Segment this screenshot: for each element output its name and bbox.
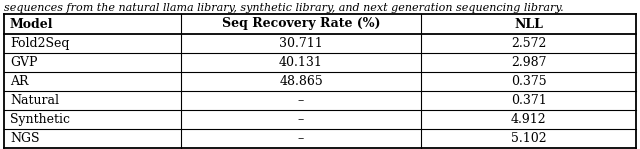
Text: Fold2Seq: Fold2Seq [10,37,70,50]
Text: –: – [298,94,304,107]
Text: 30.711: 30.711 [279,37,323,50]
Text: 48.865: 48.865 [279,75,323,88]
Text: 2.572: 2.572 [511,37,547,50]
Text: –: – [298,132,304,145]
Text: 4.912: 4.912 [511,113,547,126]
Text: NLL: NLL [514,17,543,31]
Text: 0.375: 0.375 [511,75,547,88]
Text: 5.102: 5.102 [511,132,547,145]
Text: AR: AR [10,75,29,88]
Text: NGS: NGS [10,132,40,145]
Text: 40.131: 40.131 [279,56,323,69]
Text: sequences from the natural llama library, synthetic library, and next generation: sequences from the natural llama library… [4,3,564,13]
Text: GVP: GVP [10,56,38,69]
Text: 2.987: 2.987 [511,56,547,69]
Text: Synthetic: Synthetic [10,113,70,126]
Text: Seq Recovery Rate (%): Seq Recovery Rate (%) [222,17,380,31]
Text: –: – [298,113,304,126]
Text: Model: Model [10,17,54,31]
Text: 0.371: 0.371 [511,94,547,107]
Text: Natural: Natural [10,94,59,107]
